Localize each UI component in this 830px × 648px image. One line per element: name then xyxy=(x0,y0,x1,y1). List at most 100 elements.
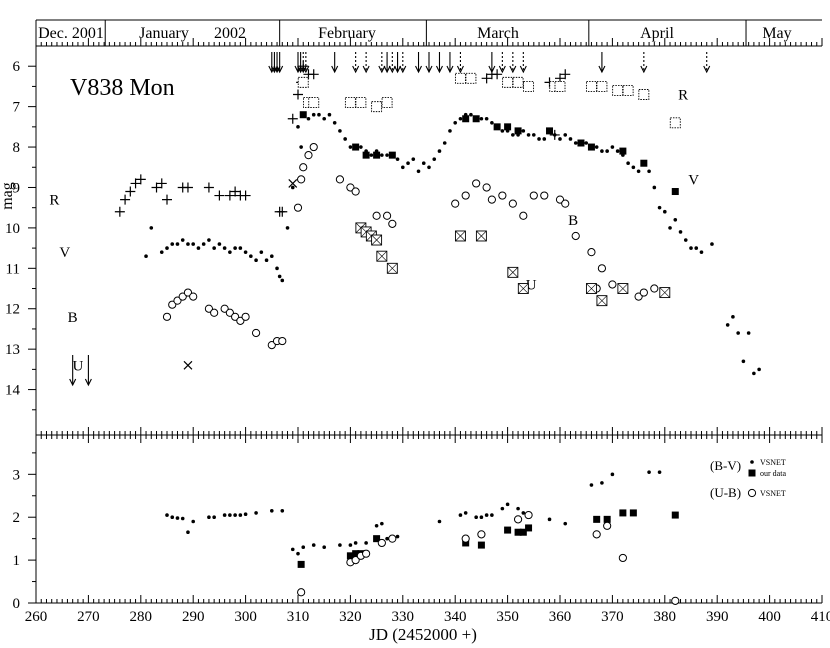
point-r xyxy=(481,73,492,84)
point-b xyxy=(555,195,565,204)
month-label: 2002 xyxy=(214,25,246,42)
point-b-v-vsnet xyxy=(385,536,389,541)
point-u-b-vsnet xyxy=(297,588,306,597)
point-u-hatched-hatch xyxy=(476,230,487,242)
month-label: February xyxy=(318,25,376,42)
point-v-dots xyxy=(322,116,327,121)
point-b-v-our-data xyxy=(504,526,512,534)
point-v-dots xyxy=(626,161,630,166)
point-v-dots xyxy=(453,121,458,125)
arrow-head xyxy=(276,65,284,74)
point-b-v-vsnet xyxy=(290,547,295,552)
point-b xyxy=(220,304,229,313)
point-b xyxy=(351,187,360,196)
y-tick-label-upper: 6 xyxy=(13,59,21,75)
x-tick-label: 270 xyxy=(77,609,100,625)
point-b-v-vsnet xyxy=(238,513,243,517)
point-v-dots xyxy=(207,238,211,242)
point-v-dots xyxy=(610,145,615,149)
point-v-dots xyxy=(385,153,389,157)
point-b xyxy=(608,280,617,289)
x-tick-label: 370 xyxy=(601,609,624,625)
point-b xyxy=(293,203,303,212)
point-b-v-vsnet xyxy=(180,516,185,521)
point-r xyxy=(114,206,125,217)
point-b-v-vsnet xyxy=(338,543,342,547)
point-v-dots xyxy=(228,250,232,254)
point-v-dots xyxy=(484,116,489,121)
point-b xyxy=(236,316,245,325)
point-v-dots xyxy=(725,323,730,327)
point-v-dots xyxy=(678,230,683,234)
point-v-dots xyxy=(558,137,562,141)
band-label-r: R xyxy=(49,193,59,209)
point-u-hatched-hatch xyxy=(586,283,597,294)
point-v-dots xyxy=(238,246,243,250)
point-v-dots xyxy=(437,149,442,153)
point-b-v-vsnet xyxy=(233,513,237,517)
point-b-v-our-data xyxy=(297,560,305,568)
point-r xyxy=(156,178,167,189)
point-v-dots xyxy=(243,250,248,254)
upper-panel-axis: 6 7 8 9 10 11 12 13 14 R V B U R V B U xyxy=(5,59,699,411)
point-u-cross xyxy=(288,179,298,188)
point-v-squares xyxy=(640,159,648,167)
y-tick-label-lower: 3 xyxy=(13,467,21,483)
point-v-squares xyxy=(388,151,396,159)
point-b-v-vsnet xyxy=(647,470,651,474)
point-v-squares xyxy=(472,115,480,123)
point-v-dots xyxy=(552,133,557,137)
point-r-hatched xyxy=(465,72,477,84)
point-r xyxy=(240,190,251,201)
point-v-dots xyxy=(186,242,190,246)
point-b xyxy=(183,288,193,297)
point-v-dots xyxy=(673,218,678,222)
legend-vsnet: VSNET xyxy=(760,458,786,467)
point-v-dots xyxy=(537,137,541,141)
point-b xyxy=(461,191,470,200)
point-v-dots xyxy=(568,137,573,141)
point-b-v-vsnet xyxy=(516,506,520,511)
point-b xyxy=(382,211,392,220)
month-label: January xyxy=(139,25,189,42)
point-u-hatched-hatch xyxy=(376,250,388,262)
point-v-dots xyxy=(317,112,321,117)
arrow-head xyxy=(394,65,402,74)
point-v-dots xyxy=(180,238,185,242)
x-tick-label: 410 xyxy=(811,609,830,625)
arrow-head xyxy=(84,378,92,387)
point-v-dots xyxy=(290,185,295,190)
point-b xyxy=(597,264,607,273)
point-r xyxy=(230,186,241,197)
point-b-v-our-data xyxy=(519,528,527,536)
point-v-dots xyxy=(448,129,452,133)
point-r xyxy=(308,69,319,80)
lower-panel-legend: (B-V) VSNET our data (U-B) VSNET xyxy=(710,458,786,500)
point-v-dots xyxy=(694,246,699,250)
arrow-head xyxy=(383,65,391,74)
legend-square-icon xyxy=(748,469,756,477)
point-b-v-vsnet xyxy=(207,515,211,520)
point-b xyxy=(634,292,643,301)
point-v-dots xyxy=(757,367,761,372)
point-u-b-vsnet xyxy=(524,510,533,520)
arrow-head xyxy=(456,65,464,74)
point-u-b-vsnet xyxy=(351,556,360,565)
point-b xyxy=(472,179,481,188)
month-label: Dec. 2001 xyxy=(38,25,104,42)
point-r xyxy=(224,190,235,201)
point-b xyxy=(487,195,496,204)
arrow-head xyxy=(297,65,305,74)
y-axis-label: mag xyxy=(0,182,16,210)
point-b xyxy=(498,191,507,200)
y-tick-label-lower: 2 xyxy=(13,510,21,526)
point-b xyxy=(210,308,219,317)
legend-ourdata: our data xyxy=(760,469,786,478)
point-r xyxy=(203,182,214,193)
legend-bv-label: (B-V) xyxy=(710,458,741,473)
lower-panel-axis: 260 270 280 290 300 310 320 330 340 350 360 370 380 3… xyxy=(13,38,830,625)
point-v-dots xyxy=(299,145,303,149)
point-u-b-vsnet xyxy=(461,534,470,543)
arrow-head xyxy=(378,65,386,74)
point-v-squares xyxy=(493,123,501,131)
